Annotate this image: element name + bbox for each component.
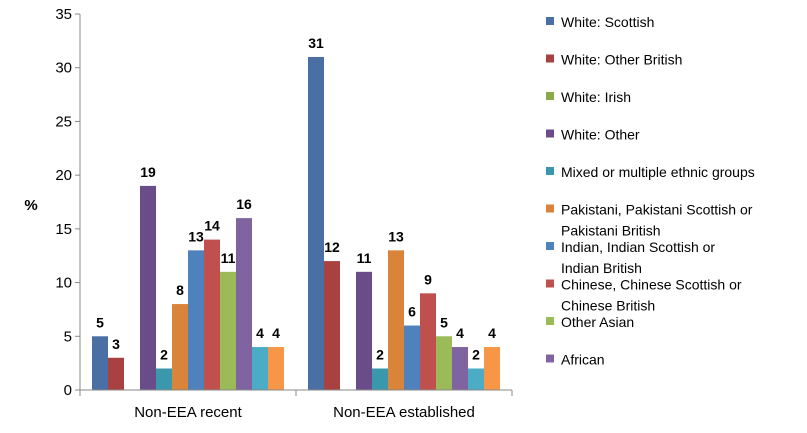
x-category-label: Non-EEA established	[333, 404, 475, 421]
legend-swatch	[546, 279, 554, 288]
legend-label: Pakistani, Pakistani Scottish or Pakistan…	[561, 202, 753, 239]
legend-label-line: Chinese, Chinese Scottish or	[561, 277, 742, 293]
bar	[324, 261, 340, 390]
y-tick-label: 20	[55, 167, 72, 184]
y-axis-ticks: 0 5 10 15 20 25 30 35	[55, 6, 80, 399]
y-axis-label: %	[24, 197, 37, 214]
data-label: 5	[96, 314, 104, 330]
legend: White: Scottish White: Other British White…	[546, 14, 755, 368]
legend-label-line: White: Scottish	[561, 14, 654, 30]
legend-label-line: Other Asian	[561, 314, 634, 330]
data-label: 2	[376, 347, 384, 363]
legend-label: White: Irish	[561, 89, 631, 105]
bar	[420, 293, 436, 390]
bar	[404, 325, 420, 390]
bar	[92, 336, 108, 390]
legend-swatch	[546, 17, 554, 25]
legend-label-line: Mixed or multiple ethnic groups	[561, 164, 755, 180]
legend-swatch	[546, 317, 554, 325]
bar	[252, 347, 268, 390]
legend-label-line: African	[561, 352, 605, 368]
data-label: 14	[204, 218, 220, 234]
legend-label: White: Scottish	[561, 14, 654, 30]
bar	[468, 368, 484, 390]
data-label: 13	[388, 228, 404, 244]
axes: % Non-EEA recent Non-EEA established	[24, 14, 513, 421]
y-tick-label: 15	[55, 221, 72, 238]
data-label: 31	[308, 35, 324, 51]
legend-swatch	[546, 129, 554, 138]
legend-label: Indian, Indian Scottish or Indian British	[561, 239, 715, 276]
legend-label-line: Indian British	[561, 260, 642, 276]
bar	[204, 239, 220, 390]
data-label: 4	[488, 325, 496, 341]
y-tick-label: 0	[64, 382, 72, 399]
data-label: 12	[324, 239, 340, 255]
legend-label-line: White: Other	[561, 127, 640, 143]
legend-label-line: Indian, Indian Scottish or	[561, 239, 715, 255]
legend-label-line: Chinese British	[561, 298, 655, 314]
legend-label: White: Other	[561, 127, 640, 143]
legend-swatch	[546, 242, 554, 250]
legend-label: Mixed or multiple ethnic groups	[561, 164, 755, 180]
data-label: 16	[236, 196, 252, 212]
data-label: 5	[440, 314, 448, 330]
bar	[484, 347, 500, 390]
data-label: 9	[424, 271, 432, 287]
bar	[220, 271, 236, 390]
legend-label: Other Asian	[561, 314, 634, 330]
x-category-label: Non-EEA recent	[134, 404, 242, 421]
data-label: 3	[112, 336, 120, 352]
bar	[372, 368, 388, 390]
bar	[308, 56, 324, 390]
legend-swatch	[546, 204, 554, 213]
legend-label: African	[561, 352, 605, 368]
legend-label-line: White: Irish	[561, 89, 631, 105]
legend-swatch	[546, 354, 554, 363]
legend-swatch	[546, 92, 554, 100]
bar	[436, 336, 452, 390]
bar	[108, 357, 124, 390]
y-tick-label: 25	[55, 113, 72, 130]
bar	[356, 271, 372, 390]
legend-label: White: Other British	[561, 52, 682, 68]
y-tick-label: 5	[64, 328, 72, 345]
data-label: 4	[272, 325, 280, 341]
data-label: 4	[256, 325, 264, 341]
legend-label: Chinese, Chinese Scottish or Chinese Brit…	[561, 277, 742, 314]
bar	[452, 347, 468, 390]
bar	[172, 304, 188, 390]
bar	[268, 347, 284, 390]
data-label: 4	[456, 325, 464, 341]
data-label: 11	[221, 250, 236, 266]
data-label: 6	[408, 304, 416, 320]
data-label: 2	[160, 347, 168, 363]
data-label: 13	[188, 228, 204, 244]
y-tick-label: 35	[55, 6, 72, 23]
y-tick-label: 10	[55, 275, 72, 292]
data-label: 19	[140, 164, 156, 180]
legend-label-line: White: Other British	[561, 52, 682, 68]
bar	[236, 218, 252, 390]
bar	[188, 250, 204, 390]
bar	[388, 250, 404, 390]
y-tick-label: 30	[55, 60, 72, 77]
data-label: 8	[176, 282, 184, 298]
legend-label-line: Pakistani, Pakistani Scottish or	[561, 202, 753, 218]
legend-label-line: Pakistani British	[561, 223, 661, 239]
data-label: 2	[472, 347, 480, 363]
bar	[156, 368, 172, 390]
legend-swatch	[546, 54, 554, 63]
bar	[140, 185, 156, 390]
bars	[92, 56, 500, 390]
legend-swatch	[546, 167, 554, 175]
data-label: 11	[357, 250, 372, 266]
